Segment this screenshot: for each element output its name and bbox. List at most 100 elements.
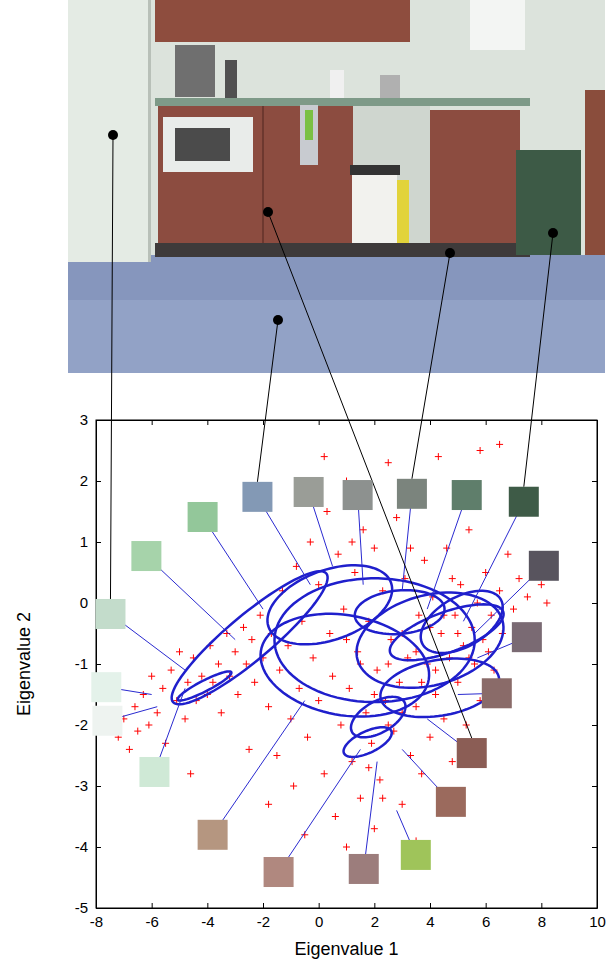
tick [592,786,597,787]
top-axis [97,420,598,425]
tick-mark [319,420,320,425]
point [371,691,378,698]
tick: 2 [371,903,379,930]
tick-mark [263,420,264,425]
tick: 3 [80,411,101,428]
image-patch [242,482,272,512]
leader-line [364,762,377,869]
tick-mark [96,664,101,665]
upper-cabinet [155,0,410,42]
image-patch [139,757,169,787]
floor [68,255,605,373]
tick-label: -3 [75,777,88,794]
tick-mark [486,903,487,908]
tick: -4 [75,838,101,855]
point [368,740,375,747]
point [407,545,414,552]
point [435,453,442,460]
point [126,746,133,753]
point [510,606,517,613]
tick-label: 0 [80,594,88,611]
figure: -8-6-4-20246810-5-4-3-2-10123Eigenvalue … [0,0,614,968]
tick-mark [592,664,597,665]
image-patch [482,678,512,708]
tick-label: 0 [315,913,323,930]
photo-dot [263,207,273,217]
point [315,697,322,704]
tick-mark [96,542,101,543]
photo-dot [273,315,283,325]
point [273,752,280,759]
point [304,734,311,741]
tick-mark [592,847,597,848]
point [496,441,503,448]
point [432,667,439,674]
tick [263,420,264,425]
tick [592,725,597,726]
scene-photo [68,0,605,373]
photo-link [412,253,450,479]
point [538,581,545,588]
leader-line [213,701,305,835]
tick-mark [486,420,487,425]
point [351,569,358,576]
image-patch [457,738,487,768]
point [452,612,459,619]
tick-mark [374,420,375,425]
point [296,685,303,692]
ellipses [172,565,504,757]
leader-line [279,749,361,872]
top-axis-line [97,420,598,421]
ellipse [421,591,503,653]
fridge-edge [148,0,151,262]
point [182,715,189,722]
tick-mark [152,903,153,908]
hanging-item [305,110,313,140]
tick: 4 [426,903,434,930]
point [346,685,353,692]
tick: -4 [201,903,214,930]
tick-label: -5 [75,899,88,916]
tick: -5 [75,899,101,916]
point [265,703,272,710]
point [376,776,383,783]
image-patch [343,480,373,510]
point [131,703,138,710]
tick-mark [152,420,153,425]
photo-link [110,135,113,599]
tick-mark [592,481,597,482]
tick [592,481,597,482]
tick [592,603,597,604]
tick [592,542,597,543]
leader-line [427,495,467,609]
tick-label: 1 [80,533,88,550]
point [326,630,333,637]
microwave-window [175,128,230,161]
tick [592,847,597,848]
floor-near [68,300,605,373]
image-patch [264,857,294,887]
tick-label: 10 [589,913,606,930]
point [343,844,350,851]
kick-plate [155,243,530,257]
x-axis-line [97,908,598,909]
tick-mark [96,908,101,909]
image-patch [452,480,482,510]
coffee-machine [175,45,215,97]
point [232,648,239,655]
point [524,593,531,600]
tick-mark [430,420,431,425]
point [168,667,175,674]
tick [319,420,320,425]
photo-dot [445,248,455,258]
image-patch [198,820,228,850]
dispenser [470,0,525,50]
point [543,600,550,607]
point [418,679,425,686]
tick-mark [430,903,431,908]
plot-background [96,420,597,908]
y-right-axis [592,421,598,909]
tick [207,420,208,425]
wet-floor-sign [397,180,409,245]
tick: -2 [257,903,270,930]
